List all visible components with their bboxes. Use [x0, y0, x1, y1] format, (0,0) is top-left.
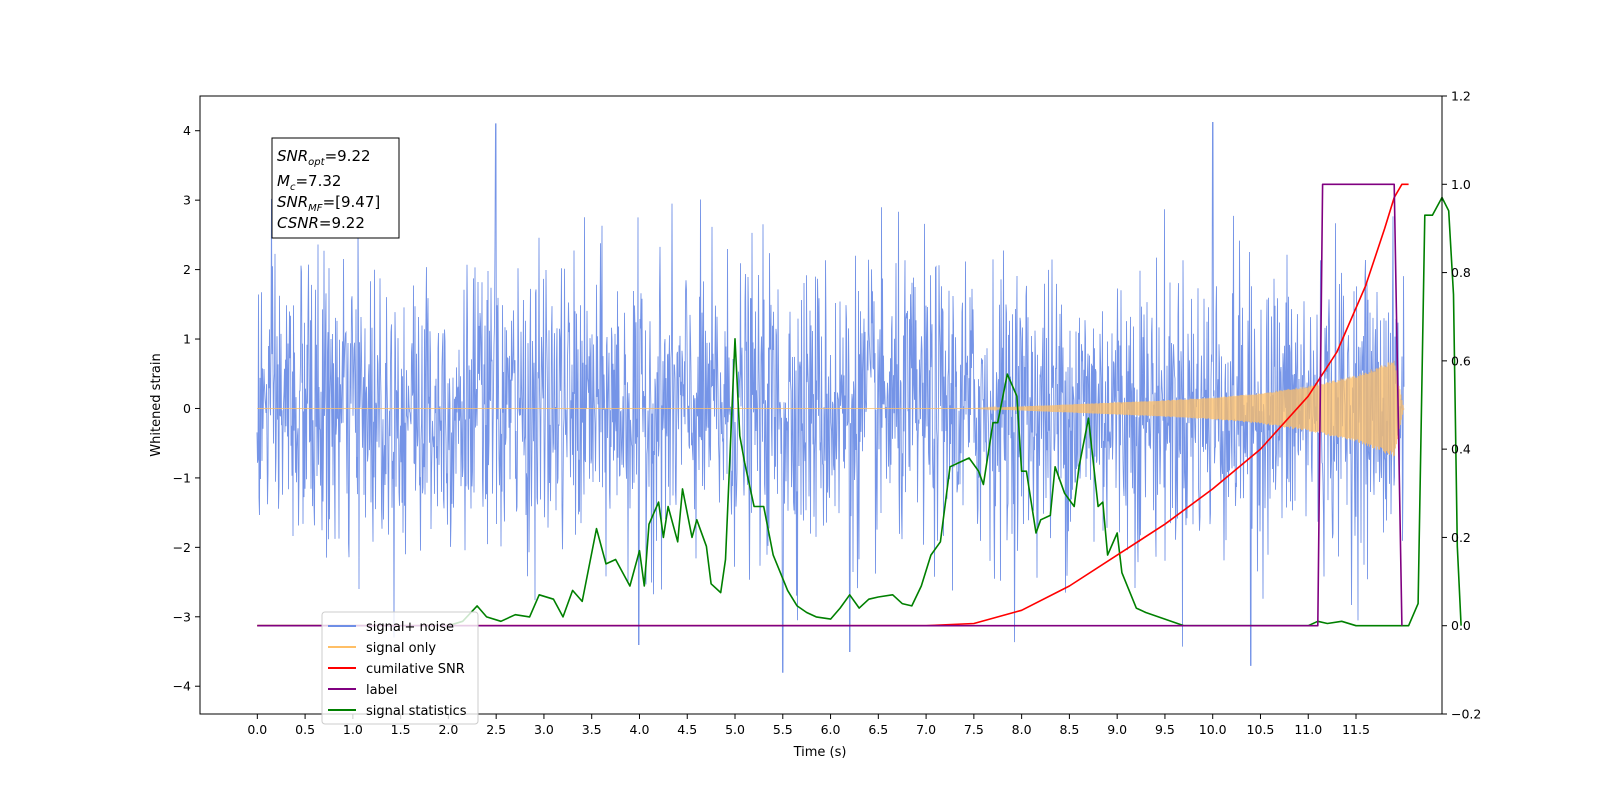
x-tick-label: 6.0	[821, 722, 841, 737]
y-right-tick-label: 0.6	[1451, 353, 1471, 368]
y-left-tick-label: −3	[173, 609, 191, 624]
legend-label: signal only	[366, 641, 436, 656]
x-tick-label: 2.5	[486, 722, 506, 737]
y-right-tick-label: 1.2	[1451, 89, 1471, 104]
y-right-tick-label: 0.4	[1451, 442, 1471, 457]
x-tick-label: 8.0	[1012, 722, 1032, 737]
x-tick-label: 0.5	[295, 722, 315, 737]
y-right-tick-label: 0.0	[1451, 618, 1471, 633]
legend-entry-signal-statistics: signal statistics	[328, 704, 467, 719]
x-tick-label: 7.5	[964, 722, 984, 737]
annotation-line-csnr: CSNR=9.22	[277, 214, 365, 232]
x-tick-label: 1.5	[391, 722, 411, 737]
x-tick-label: 10.5	[1247, 722, 1275, 737]
y-left-tick-label: 4	[183, 123, 191, 138]
y-left-tick-label: 1	[183, 332, 191, 347]
x-tick-label: 0.0	[247, 722, 267, 737]
x-tick-label: 3.5	[582, 722, 602, 737]
x-tick-label: 11.0	[1294, 722, 1322, 737]
x-tick-label: 5.5	[773, 722, 793, 737]
cumulative-snr-line	[257, 183, 1409, 627]
legend-label: signal+ noise	[366, 620, 454, 635]
plot-area	[199, 95, 1462, 715]
x-tick-label: 1.0	[343, 722, 363, 737]
legend-entry-signal-only: signal only	[328, 641, 436, 656]
annotation-frame	[271, 137, 400, 239]
annotation-line-mc: Mc=7.32	[277, 172, 341, 193]
x-tick-label: 8.5	[1059, 722, 1079, 737]
annotation-line-snr-mf: SNRMF=[9.47]	[277, 193, 380, 214]
x-tick-label: 2.0	[438, 722, 458, 737]
x-tick-label: 3.0	[534, 722, 554, 737]
y-left-tick-label: −1	[173, 470, 191, 485]
annotation-sub: c	[290, 182, 296, 193]
series-lines	[257, 183, 1462, 627]
x-tick-label: 4.5	[677, 722, 697, 737]
series-signal-noise	[256, 121, 1405, 673]
annotation-line-snr-opt: SNRopt=9.22	[277, 147, 371, 168]
annotation-sub: MF	[308, 203, 323, 214]
signal-noise-trace	[256, 121, 1405, 673]
series-signal-only	[257, 360, 1405, 457]
signal-only-trace	[257, 360, 1405, 457]
y-right-tick-label: −0.2	[1451, 707, 1481, 722]
x-tick-label: 4.0	[630, 722, 650, 737]
legend-entry-signal-noise: signal+ noise	[328, 620, 454, 635]
legend-label: cumilative SNR	[366, 662, 465, 677]
x-tick-label: 9.0	[1107, 722, 1127, 737]
y-axis-right: 1.2 1.0 0.8 0.6 0.4 0.2 0.0 −0.2	[1442, 89, 1481, 722]
y-left-tick-label: 2	[183, 262, 191, 277]
legend: signal+ noise signal only cumilative SNR…	[321, 611, 479, 725]
x-axis-label: Time (s)	[793, 745, 847, 760]
annotation-sub: opt	[308, 157, 325, 168]
legend-label: signal statistics	[366, 704, 467, 719]
x-tick-label: 9.5	[1155, 722, 1175, 737]
y-axis-label: Whitened strain	[149, 353, 164, 456]
legend-entry-label: label	[328, 683, 397, 698]
y-right-tick-label: 0.2	[1451, 530, 1471, 545]
y-right-tick-label: 0.8	[1451, 265, 1471, 280]
y-left-tick-label: 0	[183, 401, 191, 416]
x-axis: 0.0 0.5 1.0 1.5 2.0 2.5 3.0 3.5 4.0 4.5 5.0 5.5 6.0 6…	[247, 714, 1370, 737]
label-line	[257, 183, 1403, 627]
y-left-tick-label: 3	[183, 193, 191, 208]
plot-frame	[199, 95, 1443, 715]
x-tick-label: 5.0	[725, 722, 745, 737]
legend-frame	[321, 611, 479, 725]
metrics-annotation-box: SNRopt=9.22 Mc=7.32 SNRMF=[9.47] CSNR=9.…	[271, 137, 400, 239]
y-axis-left: 4 3 2 1 0 −1 −2 −3 −4	[173, 123, 200, 694]
legend-label: label	[366, 683, 397, 698]
x-tick-label: 6.5	[868, 722, 888, 737]
x-tick-label: 11.5	[1342, 722, 1370, 737]
legend-entry-cumulative-snr: cumilative SNR	[328, 662, 465, 677]
x-tick-label: 7.0	[916, 722, 936, 737]
y-right-tick-label: 1.0	[1451, 177, 1471, 192]
y-left-tick-label: −4	[173, 679, 191, 694]
x-tick-label: 10.0	[1199, 722, 1227, 737]
y-left-tick-label: −2	[173, 540, 191, 555]
